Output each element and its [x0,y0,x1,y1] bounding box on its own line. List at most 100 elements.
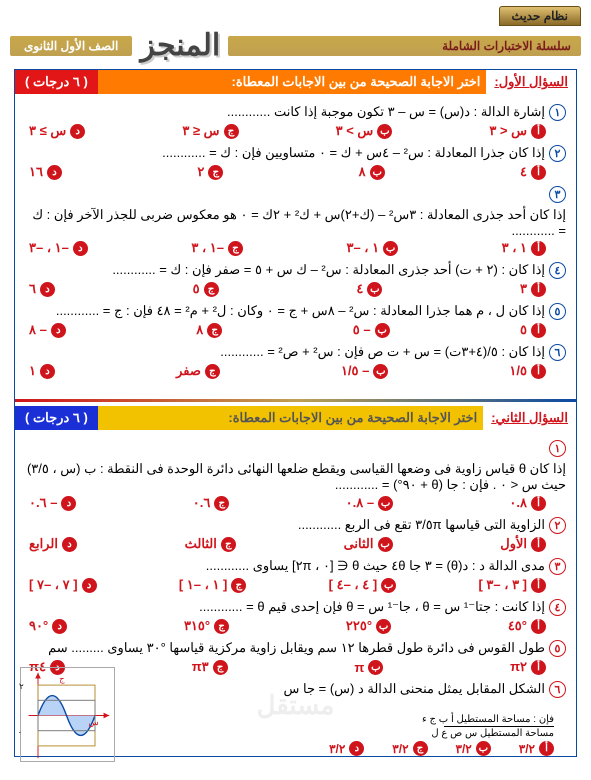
choice[interactable]: أ[ ٣ ، –٣ ] [478,577,546,593]
choice[interactable]: أ٠.٨ [509,495,546,511]
question-text: إذا كانت : جتا⁻¹ س = θ ، جا⁻¹ س = θ فإن … [199,599,545,615]
choice-letter: د [349,741,364,756]
choice-value: س < ٣ [489,123,527,139]
svg-text:س: س [88,717,99,728]
bottom-choice[interactable]: ب ٣/٢ [456,741,491,756]
choice-value: °٩٠ [29,618,48,634]
choice-letter: ج [224,124,239,139]
choice-value: الثانى [344,536,374,552]
choice-letter: ب [370,165,385,180]
choice-value: ١ [29,363,36,379]
choice-letter: أ [539,741,554,756]
choice[interactable]: بالثانى [344,536,393,552]
choice-letter: د [51,323,66,338]
choice[interactable]: أ°٤٥ [508,618,546,634]
choice-letter: أ [531,578,546,593]
choice[interactable]: بس > ٣ [336,123,393,139]
choice[interactable]: جπ٣ [192,659,228,675]
choice[interactable]: ب°٢٢٥ [346,618,391,634]
choice[interactable]: ج–١ ، ٣ [191,240,243,256]
header-topbar: نظام حديث [0,0,591,28]
choice[interactable]: ب– ٥ [353,322,390,338]
choice-letter: ج [221,537,236,552]
question-line: ٢الزاوية التى قياسها ٥π/٣ تقع فى الربع .… [25,517,566,534]
choice[interactable]: د – ٨ [29,322,66,338]
choice-value: ١ ، –٣ [346,240,379,256]
choice[interactable]: ب٨ [359,164,385,180]
choice-letter: ج [207,323,222,338]
choice[interactable]: ج٨ [196,322,222,338]
choice-value: – ٨ [29,322,47,338]
choice[interactable]: د س ≥ ٣ [29,123,85,139]
choice[interactable]: ب[ ٤ ، –٤ ] [329,577,397,593]
choice-row: أ°٤٥ ب°٢٢٥ ج°٣١٥ د°٩٠ [29,618,546,634]
choice[interactable]: أ١/٥ [509,363,546,379]
choice[interactable]: د[ ٧ ، –٧ ] [29,577,97,593]
choice[interactable]: ج٠.٦ [193,495,230,511]
choice[interactable]: ب– ٠.٨ [346,495,393,511]
brand-logo: المنجز [132,28,228,63]
section-2-points: ( ٦ درجات ) [15,406,98,430]
choice[interactable]: أ٣ [520,281,546,297]
choice-value: س > ٣ [336,123,374,139]
choice[interactable]: أ١ ، ٣ [502,240,546,256]
choice[interactable]: د–١ ، –٣ [29,240,88,256]
choice[interactable]: أ٥ [520,322,546,338]
choice[interactable]: جس ≤ ٣ [182,123,238,139]
choice-letter: د [73,241,88,256]
choice[interactable]: ج٥ [193,281,219,297]
system-tag: نظام حديث [499,6,581,26]
choice-value: ١٦ [29,164,43,180]
choice-letter: د [70,124,85,139]
choice-value: ٨ [196,322,203,338]
question-number: ٦ [549,681,566,698]
section-separator [15,399,576,402]
choice-letter: د [47,165,62,180]
section-1-content: ١إشارة الدالة : د(س) = س – ٣ تكون موجبة … [15,94,576,395]
choice[interactable]: د ١٦ [29,164,62,180]
choice-letter: ب [378,496,393,511]
choice[interactable]: ب١ ، –٣ [346,240,398,256]
choice[interactable]: جالثالث [185,536,236,552]
choice[interactable]: ج°٣١٥ [184,618,229,634]
choice-row: أ٥ ب– ٥ ج٨ د – ٨ [29,322,546,338]
question-number: ٢ [549,145,566,162]
choice[interactable]: أ٤ [520,164,546,180]
choice-value: ٣ [520,281,527,297]
choice[interactable]: د°٩٠ [29,618,67,634]
choice[interactable]: دالرابع [29,536,77,552]
choice[interactable]: ب٤ [356,281,382,297]
question-text: إذا كان : (٢ + ت) أحد جذرى المعادلة : س²… [112,262,545,278]
bottom-choice[interactable]: ج ٣/٢ [392,741,427,756]
choice-letter: د [40,282,55,297]
choice-letter: ب [476,741,491,756]
choice-value: [ ١ ، –١ ] [179,577,228,593]
question-text: إذا كان ل ، م هما جذرا المعادلة : س² – ٨… [56,303,545,319]
choice[interactable]: د– ٠.٦ [29,495,76,511]
choice-value: –١ ، ٣ [191,240,224,256]
choice[interactable]: بπ [354,659,383,675]
choice-letter: أ [531,165,546,180]
choice[interactable]: د١ [29,363,55,379]
question-line: ٤إذا كانت : جتا⁻¹ س = θ ، جا⁻¹ س = θ فإن… [25,599,566,616]
bottom-choice[interactable]: أ ٣/٢ [519,741,554,756]
frac-top: مساحة المستطيل أ ب ج ء [422,714,530,725]
choice-letter: ب [367,282,382,297]
choice[interactable]: أπ٢ [510,659,546,675]
choice[interactable]: د٦ [29,281,55,297]
choice[interactable]: ج[ ١ ، –١ ] [179,577,247,593]
choice[interactable]: جصفر [176,363,220,379]
choice-value: س ≥ ٣ [29,123,66,139]
section-1-label: السؤال الأول: [486,70,576,94]
choice[interactable]: أس < ٣ [489,123,546,139]
choice[interactable]: أالأول [500,536,546,552]
choice-row: أس < ٣ بس > ٣ جس ≤ ٣ د س ≥ ٣ [29,123,546,139]
choice-letter: أ [531,241,546,256]
question-number: ٥ [549,640,566,657]
choice-value: π٢ [510,659,527,675]
choice[interactable]: ب– ١/٥ [341,363,388,379]
choice[interactable]: ج٢ [197,164,223,180]
page-frame: السؤال الأول: اختر الاجابة الصحيحة من بي… [14,69,577,757]
bottom-choice[interactable]: د ٣/٢ [329,741,364,756]
choice-letter: ب [375,323,390,338]
